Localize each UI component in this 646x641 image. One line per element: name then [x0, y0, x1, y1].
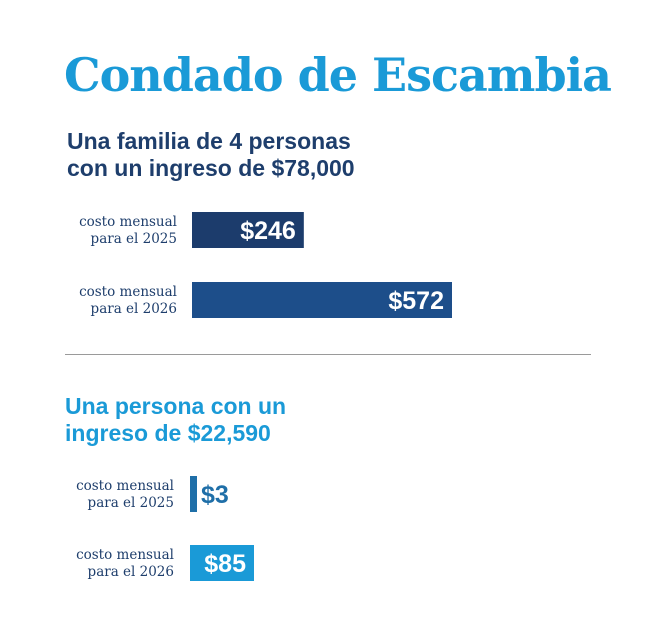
chart-1-category-label-2: costo mensual para el 2026	[79, 284, 177, 317]
chart-2-category-label-1: costo mensual para el 2025	[76, 478, 174, 511]
chart-2-category-label-line: para el 2025	[88, 495, 174, 511]
chart-1-category-label-line: costo mensual	[79, 214, 177, 230]
chart-1-value-label-1: $246	[240, 217, 296, 245]
chart-2-category-label-line: costo mensual	[76, 547, 174, 563]
chart-2-category-label-2: costo mensual para el 2026	[76, 547, 174, 580]
chart-1-title-line-2: con un ingreso de $78,000	[67, 155, 355, 181]
chart-2-title-line-2: ingreso de $22,590	[65, 420, 271, 446]
section-divider	[65, 354, 591, 355]
page-title: Condado de Escambia	[64, 48, 612, 102]
chart-2-bar-2	[190, 545, 254, 581]
chart-2-title: Una persona con un ingreso de $22,590	[65, 393, 286, 447]
chart-2-title-line-1: Una persona con un	[65, 393, 287, 419]
chart-1-title: Una familia de 4 personas con un ingreso…	[67, 128, 355, 182]
chart-1-category-label-line: costo mensual	[79, 284, 177, 300]
chart-2-value-label-2: $85	[204, 550, 246, 578]
chart-2-value-label-1: $3	[201, 481, 229, 509]
chart-1-category-label-1: costo mensual para el 2025	[79, 214, 177, 247]
chart-1-title-line-1: Una familia de 4 personas	[67, 128, 351, 154]
chart-1-category-label-line: para el 2025	[91, 231, 177, 247]
chart-1-value-label-2: $572	[388, 287, 444, 315]
chart-1-bar-1	[192, 212, 304, 248]
chart-2-category-label-line: para el 2026	[88, 564, 174, 580]
chart-2-category-label-line: costo mensual	[76, 478, 174, 494]
chart-1-category-label-line: para el 2026	[91, 301, 177, 317]
chart-1-bar-2	[192, 282, 452, 318]
chart-2-bar-1	[190, 476, 197, 512]
